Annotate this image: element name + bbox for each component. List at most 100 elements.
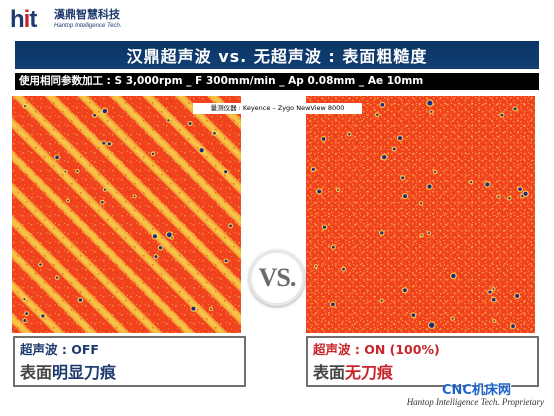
pit bbox=[497, 195, 500, 198]
logo-company-cn: 漢鼎智慧科技 bbox=[54, 8, 120, 21]
pit bbox=[103, 188, 107, 191]
mode-value-off: OFF bbox=[71, 342, 99, 357]
pit bbox=[427, 184, 432, 189]
pit bbox=[523, 191, 528, 196]
desc-prefix-on: 表面 bbox=[313, 363, 346, 382]
pit bbox=[485, 182, 490, 187]
site-watermark: CNC机床网 bbox=[442, 383, 511, 398]
pit bbox=[314, 265, 317, 268]
pit bbox=[380, 299, 383, 302]
mode-line-off: 超声波 : OFF bbox=[20, 342, 99, 358]
pit bbox=[469, 181, 473, 184]
surface-map-on-svg bbox=[306, 96, 535, 333]
pit bbox=[166, 232, 172, 238]
pit bbox=[191, 306, 196, 311]
vs-text: VS. bbox=[258, 263, 297, 292]
pit bbox=[427, 232, 430, 235]
pit bbox=[511, 324, 515, 329]
pit bbox=[420, 234, 423, 237]
mode-label-off: 超声波 : bbox=[20, 342, 72, 357]
pit bbox=[102, 141, 106, 145]
pit bbox=[492, 288, 495, 290]
pit bbox=[337, 188, 339, 191]
instrument-label: 量测仪器 : Keyence – Zygo NewView 8000 bbox=[193, 103, 362, 114]
pit bbox=[107, 142, 111, 146]
pit bbox=[401, 176, 405, 180]
pit bbox=[491, 297, 496, 302]
pit bbox=[331, 302, 335, 307]
mode-value-on: ON (100%) bbox=[364, 342, 440, 357]
pit bbox=[515, 293, 520, 298]
pit bbox=[24, 105, 27, 108]
pit bbox=[229, 224, 232, 228]
pit bbox=[224, 259, 228, 263]
pit bbox=[25, 312, 28, 315]
pit bbox=[348, 132, 351, 136]
pit bbox=[55, 276, 59, 279]
desc-highlight-on: 无刀痕 bbox=[345, 363, 394, 382]
pit bbox=[331, 245, 335, 249]
pit bbox=[451, 317, 454, 320]
pit bbox=[55, 155, 59, 160]
surface-pits-on bbox=[310, 99, 529, 330]
pit bbox=[76, 170, 79, 173]
pit bbox=[321, 137, 326, 141]
pit bbox=[429, 322, 435, 328]
pit bbox=[167, 119, 170, 122]
pit bbox=[311, 167, 315, 171]
surface-desc-on: 表面无刀痕 bbox=[313, 363, 393, 383]
pit bbox=[133, 195, 136, 198]
pit bbox=[375, 113, 379, 116]
pit bbox=[403, 194, 408, 199]
pit bbox=[78, 298, 83, 302]
vs-badge: VS. bbox=[249, 250, 305, 306]
pit bbox=[158, 246, 163, 250]
pit bbox=[151, 152, 155, 156]
pit bbox=[64, 170, 67, 173]
pit bbox=[382, 154, 387, 160]
pit bbox=[102, 108, 108, 114]
pit bbox=[23, 318, 27, 322]
logo-company-en: Hantop Intelligence Tech. bbox=[54, 23, 122, 29]
pit bbox=[411, 313, 416, 317]
surface-map-ultrasonic-off bbox=[12, 96, 241, 333]
pit bbox=[154, 255, 158, 259]
pit bbox=[500, 113, 504, 117]
pit bbox=[342, 267, 345, 271]
pit bbox=[403, 288, 407, 293]
desc-highlight-off: 明显刀痕 bbox=[52, 363, 117, 382]
pit bbox=[518, 187, 522, 191]
surface-map-ultrasonic-on bbox=[306, 96, 535, 333]
pit bbox=[152, 234, 157, 239]
pit bbox=[434, 170, 437, 173]
pit bbox=[493, 320, 496, 322]
pit bbox=[430, 110, 433, 113]
pit bbox=[210, 308, 212, 310]
pit bbox=[488, 290, 492, 294]
pit bbox=[199, 148, 204, 153]
pit bbox=[213, 131, 216, 135]
machining-parameters: 使用相同参数加工 : S 3,000rpm _ F 300mm/min _ Ap… bbox=[15, 73, 539, 90]
desc-prefix-off: 表面 bbox=[20, 363, 53, 382]
pit bbox=[508, 197, 511, 200]
surface-pits-off bbox=[22, 103, 234, 324]
mode-line-on: 超声波 : ON (100%) bbox=[313, 342, 440, 358]
pit bbox=[322, 225, 327, 229]
pit bbox=[224, 170, 228, 174]
pit bbox=[427, 100, 433, 106]
pit bbox=[451, 273, 456, 279]
pit bbox=[41, 314, 45, 318]
pit bbox=[513, 107, 517, 111]
pit bbox=[317, 189, 322, 194]
pit bbox=[380, 103, 385, 107]
pit bbox=[188, 122, 192, 125]
pit bbox=[419, 202, 423, 205]
pit bbox=[93, 113, 97, 117]
surface-desc-off: 表面明显刀痕 bbox=[20, 363, 116, 383]
pit bbox=[100, 200, 104, 204]
pit bbox=[380, 231, 384, 235]
proprietary-note: Hantop Intelligence Tech. Proprietary bbox=[406, 397, 544, 407]
pit bbox=[23, 298, 26, 301]
caption-ultrasonic-off: 超声波 : OFF 表面明显刀痕 bbox=[13, 336, 246, 387]
mode-label-on: 超声波 : bbox=[313, 342, 365, 357]
